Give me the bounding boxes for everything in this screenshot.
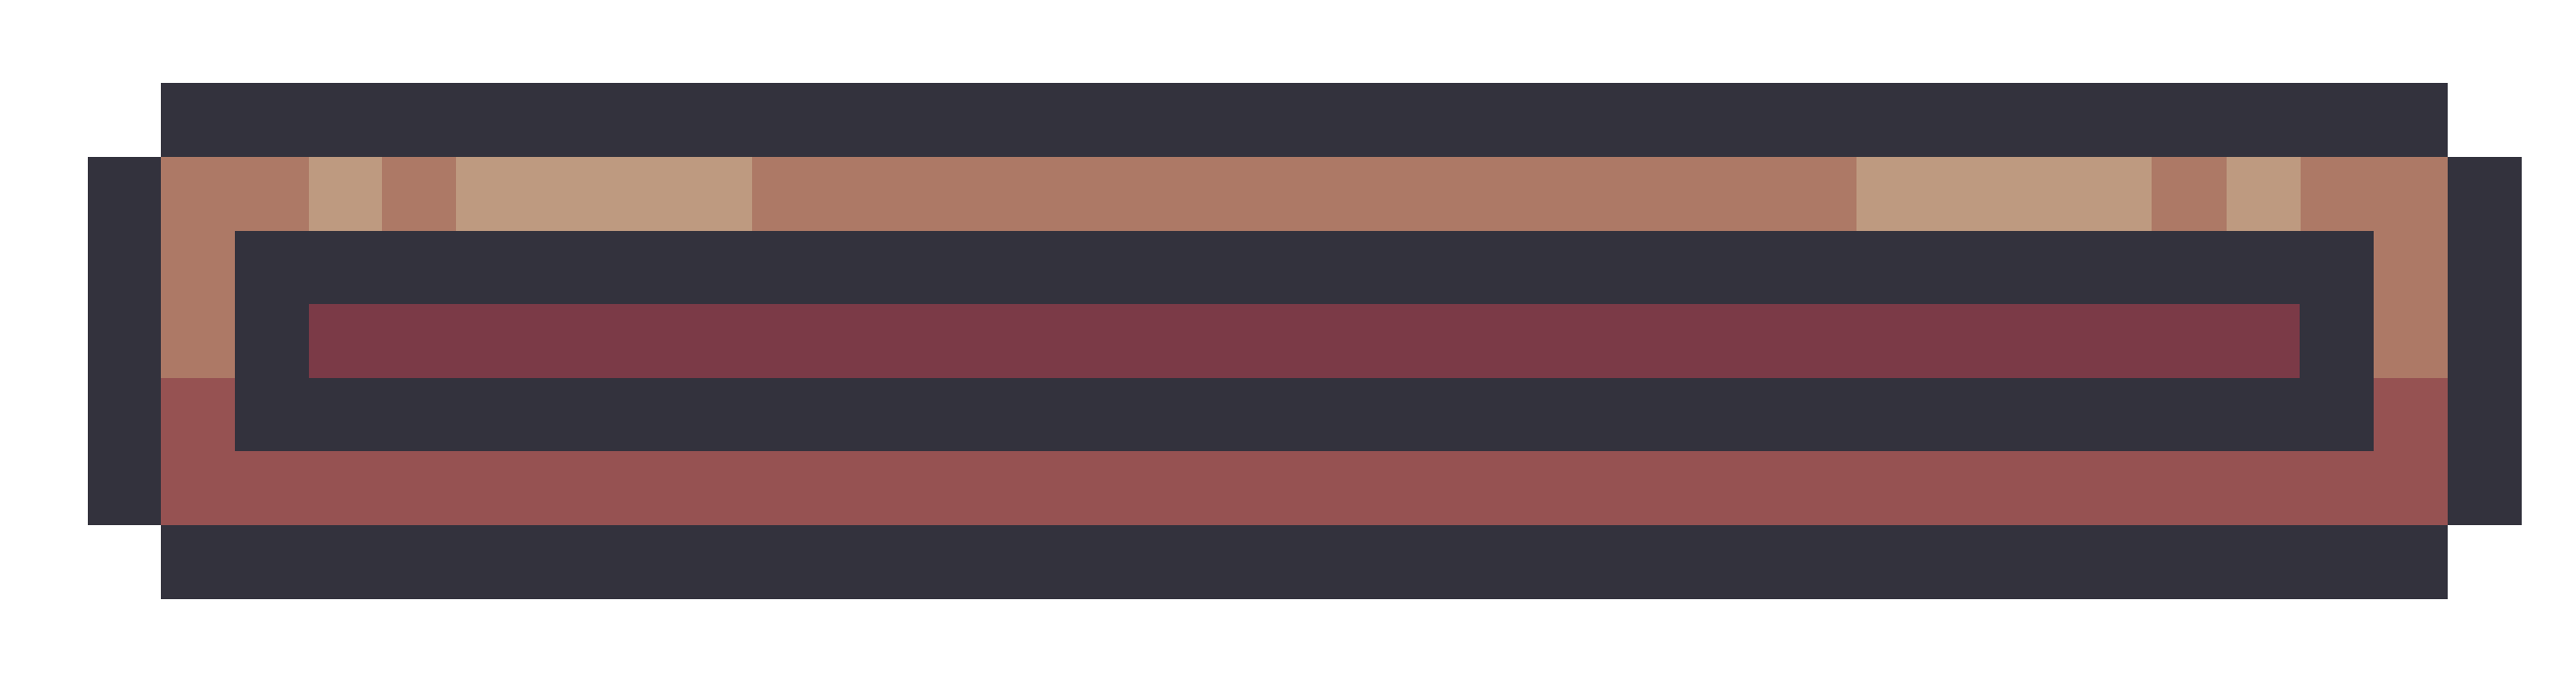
frame-highlight-right-small [2227, 157, 2301, 231]
frame-highlight-right-long [1856, 157, 2152, 231]
frame-highlight-left-long [456, 157, 752, 231]
outline-top [161, 83, 2448, 157]
outline-bottom [161, 525, 2448, 599]
frame-highlight-left-small [309, 157, 382, 231]
progress-fill [309, 304, 2300, 378]
outline-right [2448, 157, 2522, 525]
outline-left [88, 157, 161, 525]
